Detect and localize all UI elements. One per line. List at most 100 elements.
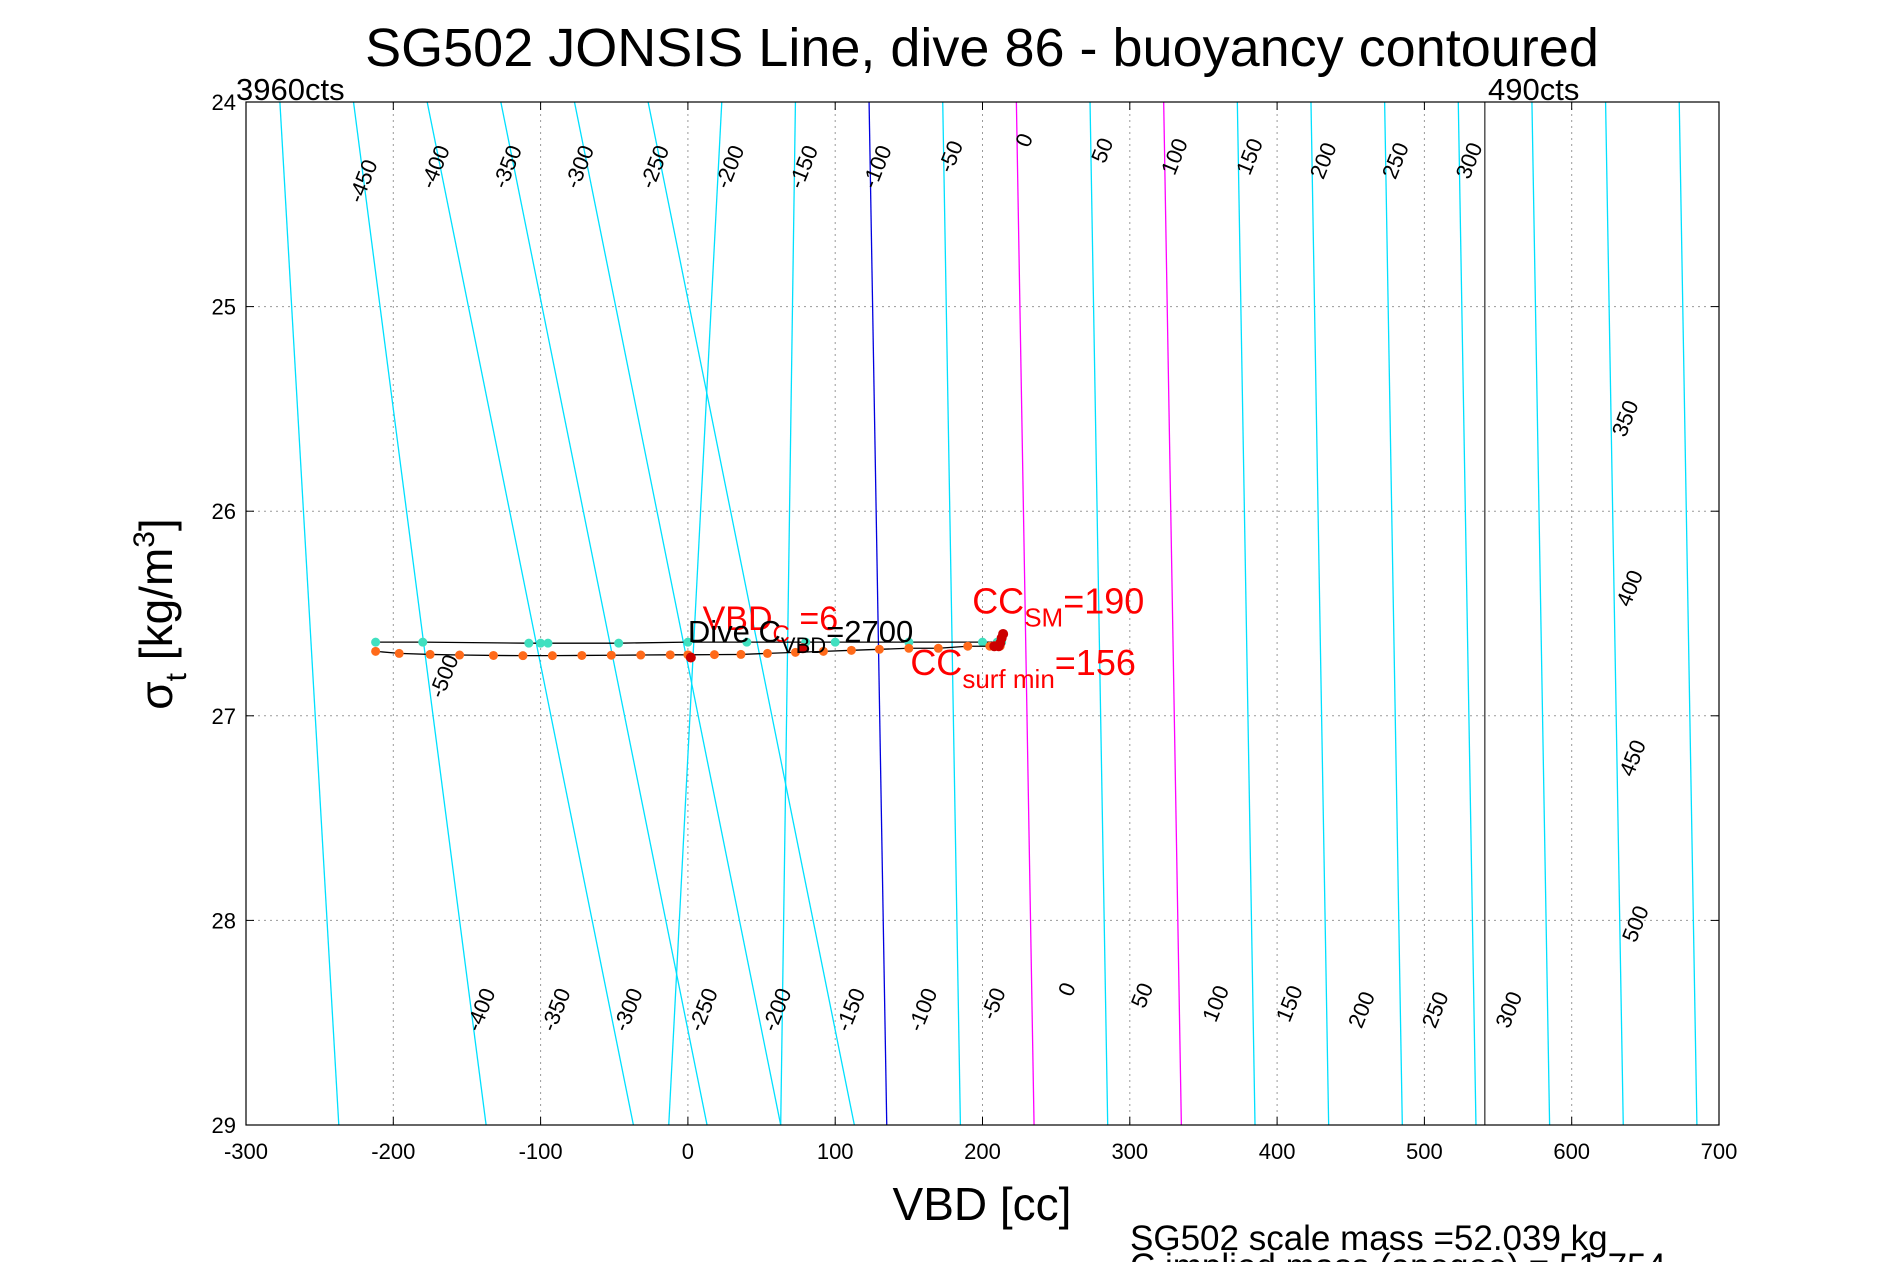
data-point	[455, 650, 465, 660]
data-point	[846, 645, 856, 655]
annotation-value: =6	[790, 600, 838, 638]
data-point	[762, 648, 772, 658]
annotation-main: Dive C	[688, 614, 781, 649]
contour-line	[780, 102, 797, 1125]
contour-line	[1678, 102, 1698, 1125]
data-point	[606, 650, 616, 660]
annotation: CCSM=190	[972, 581, 1144, 633]
contour-line	[279, 102, 340, 1125]
annotation-sub: C	[773, 621, 790, 648]
annotation: VBDC =6	[703, 600, 838, 648]
corner-label-left: 3960cts	[236, 72, 345, 107]
data-point	[371, 637, 381, 647]
y-axis-label: σt [kg/m3]	[128, 518, 193, 709]
buoyancy-contours	[279, 102, 1698, 1125]
annotation-value: =156	[1055, 642, 1136, 683]
data-point	[418, 637, 428, 647]
annotation-main: CC	[910, 642, 962, 683]
y-tick-label: 28	[212, 908, 236, 933]
data-point	[425, 649, 435, 659]
annotation-value: =2700	[826, 614, 913, 649]
data-point	[524, 638, 534, 648]
y-tick-label: 26	[212, 499, 236, 524]
contour-line	[500, 102, 708, 1125]
data-point	[518, 651, 528, 661]
series-line	[375, 645, 1001, 657]
y-tick-label: 24	[212, 90, 236, 115]
data-point	[547, 651, 557, 661]
data-point	[536, 638, 546, 648]
x-tick-label: -200	[371, 1139, 415, 1164]
corner-label-right: 490cts	[1488, 72, 1579, 107]
y-axis-label-sigma: σ	[130, 681, 182, 709]
data-point	[736, 649, 746, 659]
footer-scale-mass: SG502 scale mass =52.039 kg	[1130, 1219, 1608, 1258]
x-tick-label: 0	[682, 1139, 694, 1164]
annotation: CCsurf min=156	[910, 642, 1136, 694]
contour-line	[1310, 102, 1330, 1125]
data-point	[371, 646, 381, 656]
contour-line	[868, 102, 888, 1125]
data-point	[614, 638, 624, 648]
data-point	[577, 650, 587, 660]
contour-line	[942, 102, 962, 1125]
annotation-sub: SM	[1024, 603, 1063, 633]
x-tick-label: -100	[519, 1139, 563, 1164]
annotation-main: VBD	[703, 600, 773, 638]
x-axis-label: VBD [cc]	[893, 1178, 1072, 1230]
y-axis-label-sub: t	[160, 672, 193, 681]
x-tick-label: 600	[1553, 1139, 1590, 1164]
data-point	[685, 652, 696, 663]
y-tick-label: 25	[212, 295, 236, 320]
data-point	[543, 638, 553, 648]
annotation-sub: VBD	[781, 633, 826, 658]
y-axis-label-close: ]	[130, 518, 182, 531]
y-axis-ticks: 24 25 26 27 28 29	[212, 90, 1719, 1138]
data-point	[995, 638, 1006, 649]
data-point	[904, 643, 914, 653]
contour-line	[352, 102, 487, 1125]
x-tick-label: 400	[1259, 1139, 1296, 1164]
contour-line	[1531, 102, 1551, 1125]
footer-implied-mass: C implied mass (apogee) = 51.754	[1130, 1247, 1666, 1262]
data-point	[488, 650, 498, 660]
contour-line	[1089, 102, 1109, 1125]
contour-line	[1604, 102, 1624, 1125]
annotation-main: CC	[972, 581, 1024, 622]
annotation: Dive CVBD=2700	[688, 614, 913, 658]
contour-line	[1015, 102, 1035, 1125]
contour-line	[1236, 102, 1256, 1125]
chart-title: SG502 JONSIS Line, dive 86 - buoyancy co…	[365, 18, 1599, 78]
data-point	[394, 648, 404, 658]
y-tick-label: 27	[212, 704, 236, 729]
data-point	[742, 637, 752, 647]
x-tick-label: 100	[817, 1139, 854, 1164]
data-point	[874, 644, 884, 654]
data-point	[978, 637, 987, 647]
contour-line	[647, 102, 855, 1125]
annotation-value: =190	[1063, 581, 1144, 622]
data-series	[371, 628, 1009, 663]
contour-line	[426, 102, 635, 1125]
annotation-sub: surf min	[962, 664, 1054, 694]
y-axis-label-units: [kg/m	[130, 548, 182, 673]
data-point	[709, 650, 719, 660]
data-point	[830, 637, 840, 647]
contour-line	[1457, 102, 1477, 1125]
y-axis-label-sup: 3	[128, 531, 161, 548]
data-point	[636, 650, 646, 660]
x-axis-ticks: -300 -200 -100 0 100 200 300 400 500 600 700	[224, 102, 1737, 1164]
data-point	[683, 637, 693, 647]
x-tick-label: 300	[1111, 1139, 1148, 1164]
data-point	[963, 641, 973, 651]
data-point	[665, 650, 675, 660]
data-point	[797, 643, 808, 654]
x-tick-label: 700	[1701, 1139, 1738, 1164]
data-point	[818, 646, 828, 656]
x-tick-label: 500	[1406, 1139, 1443, 1164]
contour-line	[1163, 102, 1183, 1125]
data-point	[790, 647, 800, 657]
y-tick-label: 29	[212, 1113, 236, 1138]
